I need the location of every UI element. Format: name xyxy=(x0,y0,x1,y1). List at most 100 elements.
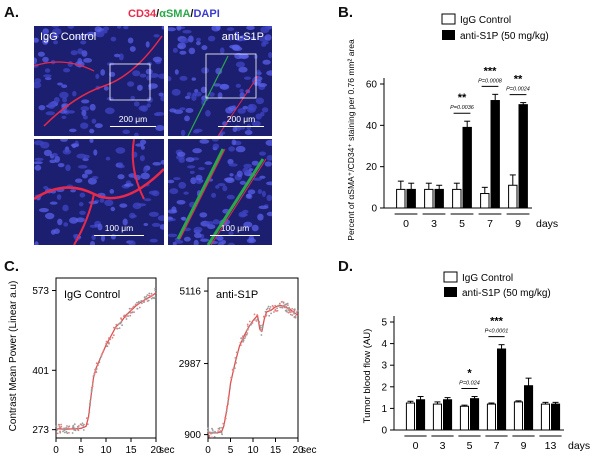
nucleus xyxy=(100,30,108,34)
data-point xyxy=(268,309,271,312)
chart-c-ylabel: Contrast Mean Power (Linear a.u) xyxy=(8,281,19,432)
legend-d-treated-swatch xyxy=(444,287,457,297)
data-point xyxy=(211,427,213,430)
data-point xyxy=(148,294,151,297)
nucleus xyxy=(185,108,194,113)
data-point xyxy=(239,341,242,344)
nucleus xyxy=(194,91,202,97)
nucleus xyxy=(193,226,203,233)
nucleus xyxy=(62,149,72,155)
bar xyxy=(416,399,426,431)
data-point xyxy=(76,425,79,428)
nucleus xyxy=(189,170,195,174)
nucleus xyxy=(97,223,103,231)
nucleus xyxy=(182,29,192,34)
scale-label: 200 μm xyxy=(118,114,148,124)
chart-d: IgG Control anti-S1P (50 mg/kg) Tumor bl… xyxy=(362,271,590,452)
nucleus xyxy=(152,162,162,166)
nucleus xyxy=(261,190,266,197)
nucleus xyxy=(158,92,164,97)
data-point xyxy=(105,342,107,345)
data-point xyxy=(266,307,269,310)
nucleus xyxy=(201,45,208,51)
data-point xyxy=(276,307,278,310)
scale-bar xyxy=(110,126,156,127)
nucleus xyxy=(70,189,76,193)
nucleus xyxy=(222,185,228,192)
data-point xyxy=(63,429,66,432)
nucleus xyxy=(264,34,272,41)
data-point xyxy=(79,423,82,426)
nucleus xyxy=(61,84,68,88)
y-tick-label: 2987 xyxy=(179,359,202,370)
data-point xyxy=(64,431,66,434)
data-point xyxy=(56,432,59,435)
nucleus xyxy=(229,173,234,177)
y-tick-label: 0 xyxy=(371,204,377,215)
nucleus xyxy=(265,139,272,146)
data-point xyxy=(235,351,238,354)
x-tick-label: 5 xyxy=(228,445,234,456)
nucleus xyxy=(268,52,272,59)
nucleus xyxy=(200,238,210,242)
data-point xyxy=(232,370,235,372)
nucleus xyxy=(185,157,195,163)
data-point xyxy=(245,329,248,332)
nucleus xyxy=(171,206,177,213)
data-point xyxy=(86,423,89,425)
nucleus xyxy=(81,99,90,104)
data-point xyxy=(60,425,63,428)
x-tick-label: 0 xyxy=(413,440,419,452)
nucleus xyxy=(183,191,189,195)
data-point xyxy=(242,341,244,343)
nucleus xyxy=(72,90,77,97)
nucleus xyxy=(117,174,125,180)
nucleus xyxy=(52,28,62,35)
nucleus xyxy=(149,73,159,78)
data-point xyxy=(293,316,296,318)
data-point xyxy=(140,300,143,302)
nucleus xyxy=(226,27,235,31)
vessel xyxy=(210,158,267,245)
vessel xyxy=(206,158,265,245)
x-tick-label: 5 xyxy=(459,218,465,230)
y-tick-label: 273 xyxy=(32,425,49,436)
nucleus xyxy=(79,210,86,215)
nucleus xyxy=(81,173,88,179)
data-point xyxy=(261,324,264,327)
data-point xyxy=(60,423,62,426)
data-point xyxy=(255,320,258,322)
data-point xyxy=(89,404,92,406)
x-tick-label: 20 xyxy=(292,445,304,456)
data-point xyxy=(145,295,148,298)
micrograph-anti-s1p-low-texture xyxy=(168,26,272,136)
micrograph-label-igg: IgG Control xyxy=(40,31,97,43)
nucleus xyxy=(145,41,150,48)
data-point xyxy=(72,424,75,427)
data-point xyxy=(89,402,91,405)
data-point xyxy=(65,430,68,433)
nucleus xyxy=(195,174,203,181)
nucleus xyxy=(228,34,233,41)
data-point xyxy=(150,297,153,300)
data-point xyxy=(259,324,262,327)
bar xyxy=(513,401,523,431)
data-point xyxy=(244,337,246,339)
nucleus xyxy=(179,107,186,111)
x-tick-label: 13 xyxy=(545,440,557,452)
nucleus xyxy=(49,201,58,205)
micrograph-anti-s1p-high-texture xyxy=(168,139,272,245)
data-point xyxy=(141,302,143,305)
data-point xyxy=(253,313,256,316)
data-point xyxy=(122,315,125,318)
legend-b-treated-label: anti-S1P (50 mg/kg) xyxy=(460,31,549,42)
nucleus xyxy=(235,145,246,153)
nucleus xyxy=(239,180,247,185)
micrograph-anti-s1p-high: 100 μm xyxy=(168,139,272,245)
nucleus xyxy=(34,157,44,161)
data-point xyxy=(154,296,157,299)
nucleus xyxy=(143,166,148,173)
data-point xyxy=(62,428,65,430)
nucleus xyxy=(82,157,89,162)
legend-b-control-label: IgG Control xyxy=(460,15,511,26)
